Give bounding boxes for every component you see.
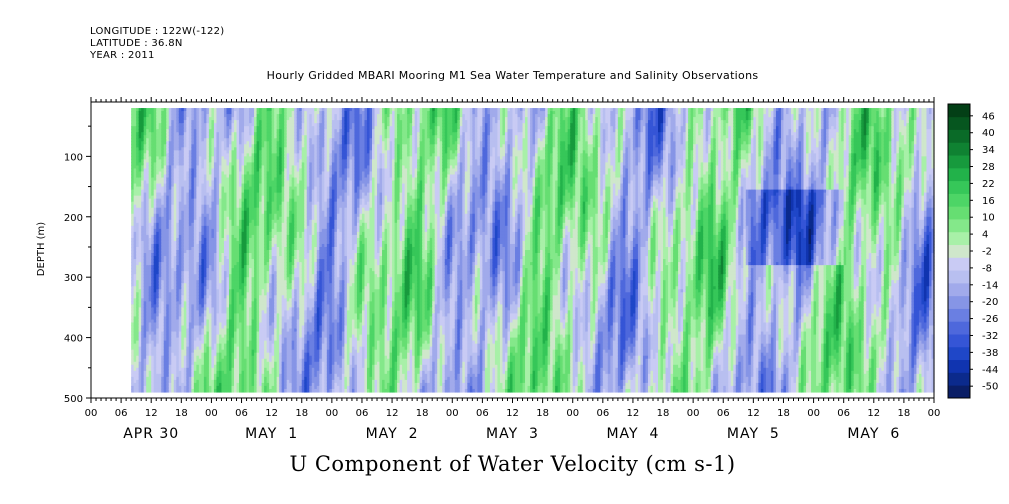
plot-area <box>91 102 935 398</box>
velocity-field <box>131 108 934 393</box>
heatmap-chart: DEPTH (m) 100200300400500 00 06 12 18 00 06 12… <box>0 0 1009 504</box>
